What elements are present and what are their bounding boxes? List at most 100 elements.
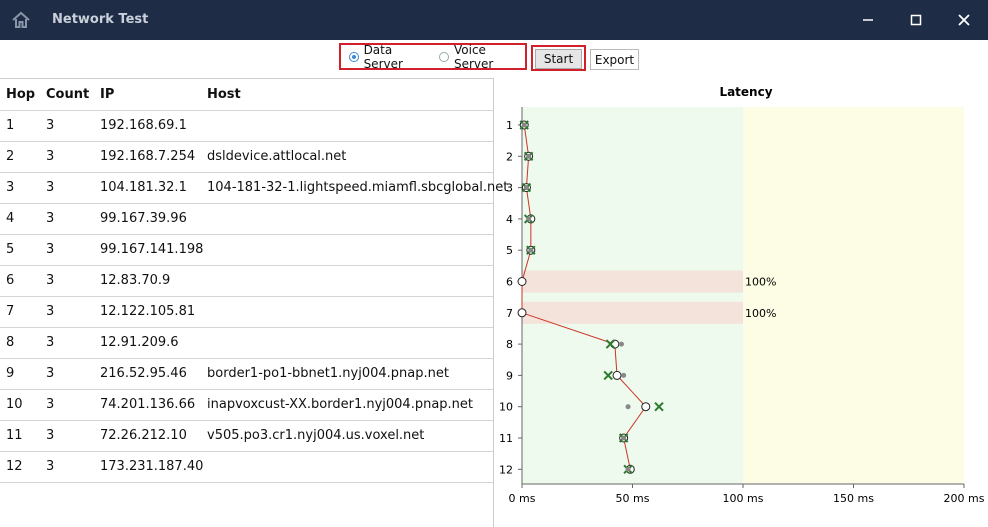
chart-title: Latency [719, 85, 772, 99]
cell-hop: 1 [6, 118, 15, 133]
cell-ip: 99.167.39.96 [100, 211, 187, 226]
home-icon[interactable] [11, 10, 31, 30]
toolbar [0, 40, 988, 78]
cell-count: 3 [46, 211, 55, 226]
maximize-icon [910, 14, 922, 26]
latency-line [521, 124, 647, 470]
sample-point [528, 247, 534, 253]
cell-count: 3 [46, 428, 55, 443]
table-row[interactable]: 5 3 99.167.141.198 [0, 234, 493, 265]
sample-point [526, 216, 532, 222]
x-tick-label: 0 ms [509, 492, 536, 505]
cell-hop: 4 [6, 211, 15, 226]
x-marker [654, 401, 664, 412]
packet-loss-bar [522, 301, 743, 324]
y-tick-label: 11 [499, 432, 513, 445]
cell-hop: 3 [6, 180, 15, 195]
column-header-count[interactable]: Count [46, 87, 90, 102]
cell-ip: 72.26.212.10 [100, 428, 187, 443]
radio-voice-server-label: Voice Server [454, 42, 494, 71]
cell-hop: 6 [6, 273, 15, 288]
radio-selected-indicator [349, 51, 359, 62]
radio-data-server-label: Data Server [363, 42, 403, 71]
cell-ip: 192.168.69.1 [100, 118, 187, 133]
radio-voice-server[interactable]: Voice Server [439, 43, 525, 71]
x-tick-label: 150 ms [833, 492, 874, 505]
column-header-hop[interactable]: Hop [6, 87, 36, 102]
table-row[interactable]: 10 3 74.201.136.66 inapvoxcust-XX.border1.n… [0, 389, 493, 420]
y-tick-label: 9 [506, 369, 513, 382]
x-tick-label: 100 ms [723, 492, 764, 505]
sample-point [618, 341, 624, 347]
column-header-host[interactable]: Host [207, 87, 241, 102]
cell-ip: 12.83.70.9 [100, 273, 171, 288]
average-point [641, 402, 651, 412]
cell-count: 3 [46, 273, 55, 288]
radio-data-server[interactable]: Data Server [349, 43, 431, 71]
y-tick-label: 5 [506, 244, 513, 257]
cell-hop: 7 [6, 304, 15, 319]
table-row[interactable]: 1 3 192.168.69.1 [0, 110, 493, 141]
y-tick-label: 12 [499, 463, 513, 476]
export-button[interactable]: Export [590, 49, 639, 70]
cell-hop: 12 [6, 459, 23, 474]
minimize-icon [863, 19, 873, 21]
cell-ip: 12.122.105.81 [100, 304, 196, 319]
cell-count: 3 [46, 335, 55, 350]
close-button[interactable] [944, 6, 984, 34]
title-bar: Network Test [0, 0, 988, 40]
table-row[interactable]: 8 3 12.91.209.6 [0, 327, 493, 358]
y-tick-label: 7 [506, 307, 513, 320]
cell-ip: 12.91.209.6 [100, 335, 179, 350]
maximize-button[interactable] [896, 6, 936, 34]
start-button[interactable]: Start [535, 49, 582, 69]
cell-ip: 216.52.95.46 [100, 366, 187, 381]
cell-host: border1-po1-bbnet1.nyj004.pnap.net [207, 366, 449, 381]
start-highlight [531, 45, 586, 71]
y-tick-label: 8 [506, 338, 513, 351]
table-row[interactable]: 6 3 12.83.70.9 [0, 265, 493, 296]
table-row[interactable]: 11 3 72.26.212.10 v505.po3.cr1.nyj004.us.vo… [0, 420, 493, 451]
x-marker [605, 339, 616, 349]
table-row[interactable]: 12 3 173.231.187.40 [0, 451, 493, 482]
y-tick-label: 4 [506, 213, 513, 226]
packet-loss-bar [522, 270, 743, 293]
y-tick-label: 6 [506, 276, 513, 289]
column-header-ip[interactable]: IP [100, 87, 115, 102]
minimize-button[interactable] [848, 6, 888, 34]
table-row[interactable]: 9 3 216.52.95.46 border1-po1-bbnet1.nyj004.… [0, 358, 493, 389]
table-row[interactable]: 7 3 12.122.105.81 [0, 296, 493, 327]
cell-count: 3 [46, 459, 55, 474]
cell-host: dsldevice.attlocal.net [207, 149, 347, 164]
cell-hop: 5 [6, 242, 15, 257]
y-tick-label: 10 [499, 401, 513, 414]
table-row[interactable]: 4 3 99.167.39.96 [0, 203, 493, 234]
server-type-selector: Data Server Voice Server [339, 43, 527, 71]
window-title: Network Test [52, 12, 149, 27]
cell-host: v505.po3.cr1.nyj004.us.voxel.net [207, 428, 425, 443]
y-tick-label: 1 [506, 119, 513, 132]
sample-point [625, 404, 631, 410]
cell-host: 104-181-32-1.lightspeed.miamfl.sbcglobal… [207, 180, 509, 195]
average-point [517, 277, 527, 286]
cell-count: 3 [46, 242, 55, 257]
x-marker [603, 370, 613, 381]
cell-count: 3 [46, 149, 55, 164]
cell-count: 3 [46, 304, 55, 319]
table-bottom-rule [0, 482, 493, 483]
packet-loss-label: 100% [745, 307, 776, 320]
x-tick-label: 50 ms [616, 492, 650, 505]
cell-host: inapvoxcust-XX.border1.nyj004.pnap.net [207, 397, 474, 412]
sample-point [521, 122, 527, 128]
cell-ip: 173.231.187.40 [100, 459, 204, 474]
radio-unselected-indicator [439, 51, 449, 62]
table-row[interactable]: 3 3 104.181.32.1 104-181-32-1.lightspeed.mi… [0, 172, 508, 203]
sample-point [526, 153, 532, 159]
table-row[interactable]: 2 3 192.168.7.254 dsldevice.attlocal.net [0, 141, 493, 172]
cell-hop: 11 [6, 428, 23, 443]
sample-point [621, 372, 627, 378]
sample-point [625, 466, 631, 472]
x-tick-label: 200 ms [944, 492, 985, 505]
sample-point [523, 185, 529, 191]
cell-ip: 99.167.141.198 [100, 242, 204, 257]
